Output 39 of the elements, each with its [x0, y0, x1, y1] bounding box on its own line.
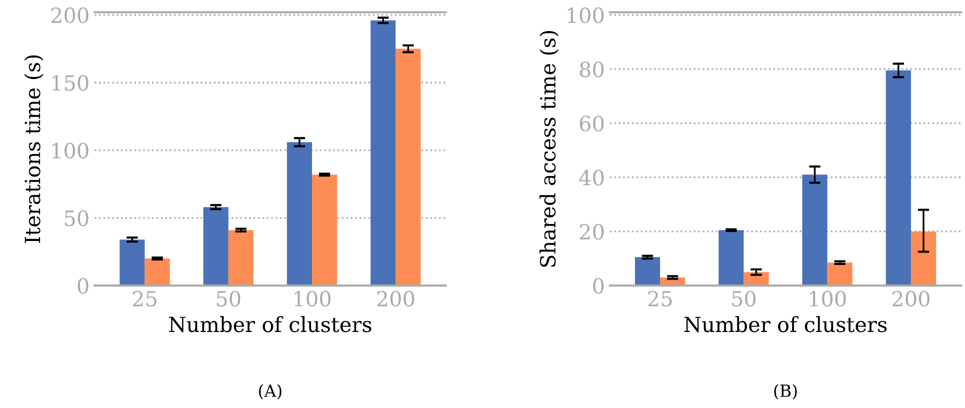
- y-tick-label: 0: [593, 278, 604, 294]
- text: (B): [774, 384, 797, 400]
- bar: [144, 258, 170, 286]
- y-tick-label: 0: [78, 278, 88, 294]
- bar: [120, 240, 145, 286]
- bar: [910, 231, 936, 286]
- y-axis-title: Iterations time (s): [24, 55, 44, 243]
- y-tick-label: 80: [580, 62, 604, 78]
- y-tick-label: 100: [52, 142, 88, 158]
- y-tick-label: 60: [580, 116, 604, 132]
- y-axis-title: Shared access time (s): [540, 31, 559, 267]
- x-tick-label: 25: [648, 290, 672, 307]
- y-tick-label: 50: [64, 210, 88, 226]
- x-tick-label: 200: [377, 290, 414, 307]
- bar: [312, 174, 338, 286]
- text: (A): [258, 384, 282, 400]
- bar: [228, 230, 254, 286]
- bar: [802, 174, 828, 286]
- bar: [886, 70, 911, 286]
- x-tick-label: 200: [892, 290, 930, 307]
- bar: [718, 230, 744, 286]
- x-axis-title: Number of clusters: [684, 316, 887, 332]
- x-tick-label: 50: [216, 290, 240, 307]
- bar: [396, 48, 421, 286]
- x-tick-label: 100: [294, 290, 331, 307]
- bar: [286, 142, 312, 286]
- x-tick-label: 100: [810, 290, 846, 307]
- bar: [370, 20, 396, 286]
- bar: [827, 262, 852, 286]
- x-tick-label: 25: [132, 290, 156, 307]
- y-tick-label: 200: [51, 7, 88, 24]
- x-tick-label: 50: [732, 290, 756, 307]
- y-tick-label: 20: [580, 224, 604, 240]
- bar: [203, 207, 228, 286]
- y-tick-label: 100: [568, 7, 604, 24]
- bar: [634, 257, 660, 286]
- y-tick-label: 150: [52, 75, 88, 91]
- y-tick-label: 40: [579, 170, 604, 186]
- x-axis-title: Number of clusters: [169, 316, 372, 332]
